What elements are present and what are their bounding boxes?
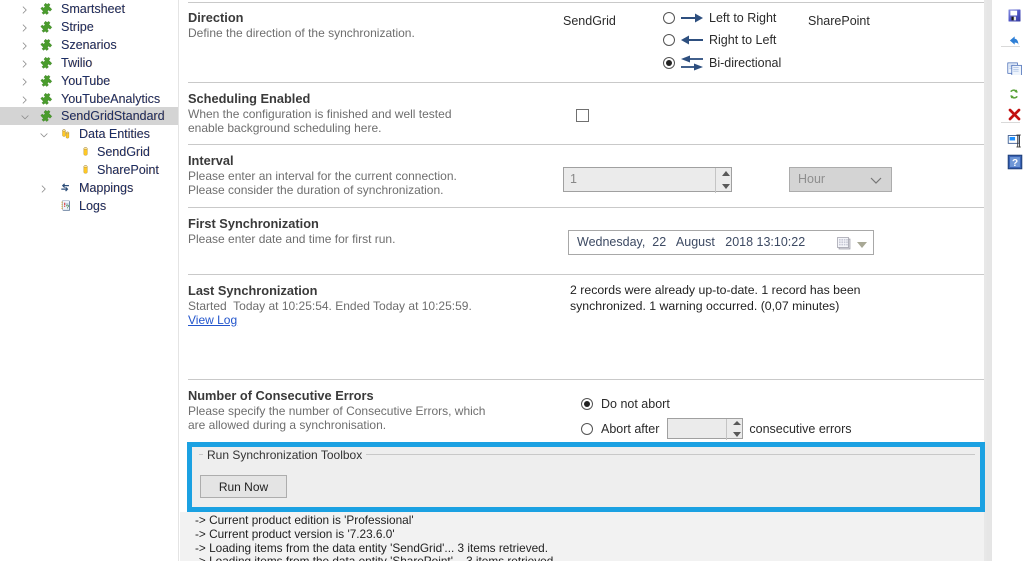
svg-text:?: ?: [1012, 158, 1018, 169]
